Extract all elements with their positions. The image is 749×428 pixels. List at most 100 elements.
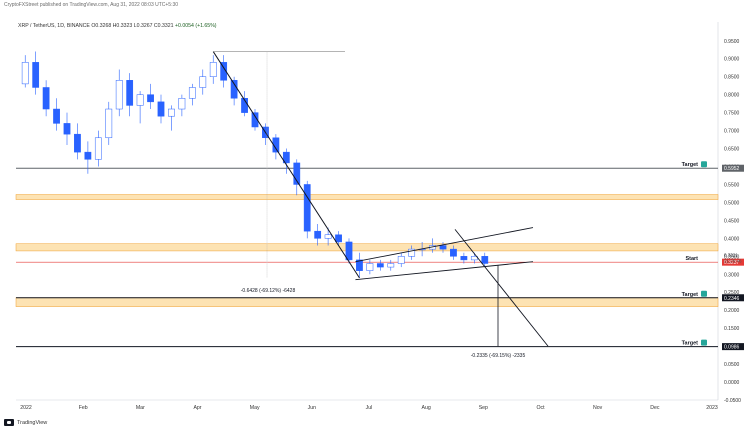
y-tick-label: 0.2000: [724, 308, 740, 314]
y-tick-label: 0.9500: [724, 39, 740, 45]
x-tick-label: Jul: [366, 405, 373, 411]
y-tick-label: 0.4500: [724, 218, 740, 224]
candle-body: [324, 234, 332, 239]
change-value: +0.0054 (+1.65%): [175, 23, 217, 29]
candle-body: [74, 133, 81, 153]
y-tick-label: 0.3000: [724, 272, 740, 278]
current-price: 0.3321: [724, 253, 738, 258]
candle-body: [178, 98, 186, 110]
drop-annotation-2: -0.2335 (-69.15%) -2335: [471, 353, 526, 359]
x-tick-label: Jun: [308, 405, 316, 411]
candle-body: [84, 151, 92, 160]
candle-body: [199, 76, 207, 88]
y-tick-label: 0.5500: [724, 182, 740, 188]
x-tick-label: Oct: [536, 405, 545, 411]
projection-line: [454, 229, 549, 347]
candle-body: [356, 259, 363, 271]
y-tick-label: 0.6500: [724, 147, 740, 153]
x-tick-label: Apr: [193, 405, 201, 411]
x-tick-label: Sep: [479, 405, 488, 411]
candle-body: [345, 241, 353, 261]
level-label-2: Target: [682, 292, 699, 298]
candle-body: [335, 234, 342, 243]
x-tick-label: Dec: [650, 405, 660, 411]
downtrend-line: [212, 51, 360, 279]
candle-body: [450, 248, 457, 257]
candle-body: [147, 94, 154, 103]
x-tick-label: 2022: [20, 405, 32, 411]
symbol-name[interactable]: XRP / TetherUS, 1D, BINANCE: [18, 23, 90, 29]
x-tick-label: Nov: [593, 405, 603, 411]
ohlc-values: O0.3268 H0.3323 L0.3267 C0.3321: [91, 23, 174, 29]
candle-body: [314, 230, 322, 239]
zone-2: [15, 297, 719, 307]
candle-body: [376, 263, 384, 268]
candle-body: [481, 256, 489, 264]
y-tick-label: 0.8500: [724, 75, 740, 81]
x-tick-label: May: [250, 405, 260, 411]
candle-body: [168, 108, 175, 117]
candle-body: [397, 256, 405, 264]
candle-body: [105, 108, 113, 139]
candle-body: [460, 256, 468, 261]
candle-body: [188, 87, 196, 99]
candle-body: [42, 87, 50, 110]
y-tick-label: -0.0500: [724, 398, 741, 404]
drop-annotation-1: -0.6428 (-69.12%) -6428: [241, 288, 296, 294]
candle-body: [126, 80, 134, 106]
publisher-line: CryptoFXStreet published on TradingView.…: [4, 2, 179, 8]
footer-brand: TradingView: [17, 419, 48, 426]
candle-body: [272, 137, 280, 153]
x-tick-label: Aug: [422, 405, 431, 411]
y-tick-label: 0.4000: [724, 236, 740, 242]
candle-body: [366, 263, 374, 271]
candle-body: [209, 62, 217, 77]
price-badge-2: [722, 294, 744, 302]
countdown-timer: 21:26:46: [724, 259, 742, 264]
check-icon: [701, 290, 707, 297]
y-tick-label: 0.2500: [724, 290, 740, 296]
level-label-3: Target: [682, 341, 699, 347]
candle-body: [32, 62, 40, 88]
candle-body: [439, 245, 447, 250]
price-badge-0: [722, 164, 744, 172]
x-tick-label: Mar: [136, 405, 145, 411]
level-label-0: Target: [682, 162, 699, 168]
symbol-legend: XRP / TetherUS, 1D, BINANCE O0.3268 H0.3…: [18, 23, 217, 29]
level-label-1: Start: [685, 256, 698, 262]
candle-body: [63, 123, 71, 135]
candle-body: [220, 62, 228, 81]
candle-body: [157, 101, 165, 117]
x-tick-label: 2023: [706, 405, 718, 411]
price-badge-text: 0.5952: [724, 166, 740, 172]
channel-upper-line: [355, 227, 534, 263]
y-tick-label: 0.7000: [724, 129, 740, 135]
zone-1: [15, 243, 719, 252]
y-tick-label: 0.0500: [724, 362, 740, 368]
candle-body: [53, 108, 60, 124]
candle-body: [94, 137, 102, 160]
candle-body: [136, 94, 144, 106]
channel-lower-line: [355, 261, 534, 281]
price-badge-3: [722, 343, 744, 351]
candle-body: [282, 151, 290, 164]
candle-body: [21, 62, 29, 85]
candle-body: [293, 162, 301, 185]
candle-body: [303, 184, 311, 232]
zone-0: [15, 194, 719, 200]
candle-body: [408, 248, 416, 257]
price-badge-text: 0.3237: [724, 260, 740, 266]
candle-body: [251, 112, 259, 128]
y-tick-label: 0.9000: [724, 57, 740, 63]
tradingview-logo-icon: [4, 419, 14, 426]
check-icon: [701, 161, 707, 168]
candle-body: [115, 80, 123, 110]
y-tick-label: 0.0000: [724, 380, 740, 386]
x-tick-label: Feb: [79, 405, 88, 411]
price-badge-text: 0.0986: [724, 345, 740, 351]
price-badge-1: [722, 258, 744, 266]
y-tick-label: 0.5000: [724, 200, 740, 206]
price-badge-text: 0.2346: [724, 296, 740, 302]
